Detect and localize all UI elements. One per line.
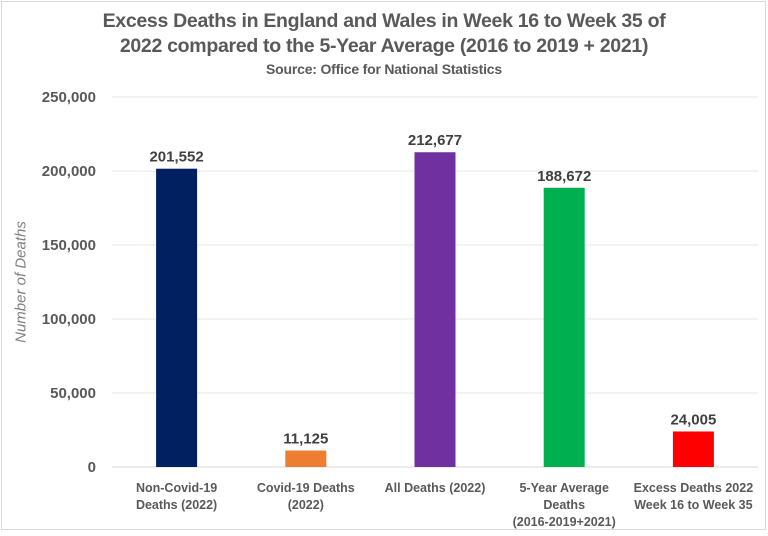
y-tick-label: 100,000 — [42, 311, 96, 328]
bars — [156, 152, 714, 467]
bar — [285, 450, 327, 467]
chart-subtitle: Source: Office for National Statistics — [266, 61, 502, 77]
y-tick-label: 0 — [88, 459, 96, 476]
data-label: 11,125 — [283, 431, 328, 448]
category-label: 5-Year Average — [519, 481, 608, 495]
y-tick-label: 200,000 — [42, 163, 96, 180]
y-tick-label: 150,000 — [42, 237, 96, 254]
category-label: (2016-2019+2021) — [513, 515, 616, 529]
x-axis-category-labels: Non-Covid-19 Deaths (2022) Covid-19 Deaths… — [136, 481, 753, 529]
chart-title-line-2: 2022 compared to the 5-Year Average (201… — [119, 35, 649, 57]
y-axis-ticks: 0 50,000 100,000 150,000 200,000 250,000 — [42, 89, 96, 476]
data-labels: 201,552 11,125 212,677 188,672 24,005 — [149, 132, 716, 447]
data-label: 188,672 — [537, 168, 591, 185]
data-label: 201,552 — [149, 149, 203, 166]
category-label: Deaths (2022) — [136, 498, 217, 512]
y-tick-label: 250,000 — [42, 89, 96, 106]
chart-title-line-1: Excess Deaths in England and Wales in We… — [102, 10, 666, 32]
bar — [543, 187, 585, 467]
data-label: 24,005 — [670, 411, 716, 428]
category-label: Covid-19 Deaths — [257, 481, 355, 495]
category-label: Non-Covid-19 — [136, 481, 217, 495]
category-label: All Deaths (2022) — [385, 481, 486, 495]
category-label: Week 16 to Week 35 — [634, 498, 752, 512]
bar — [156, 168, 198, 467]
category-label: Excess Deaths 2022 — [634, 481, 754, 495]
category-label: Deaths — [543, 498, 585, 512]
bar — [414, 152, 456, 467]
data-label: 212,677 — [408, 132, 462, 149]
bar — [672, 431, 714, 467]
category-label: (2022) — [288, 498, 324, 512]
y-tick-label: 50,000 — [50, 385, 96, 402]
